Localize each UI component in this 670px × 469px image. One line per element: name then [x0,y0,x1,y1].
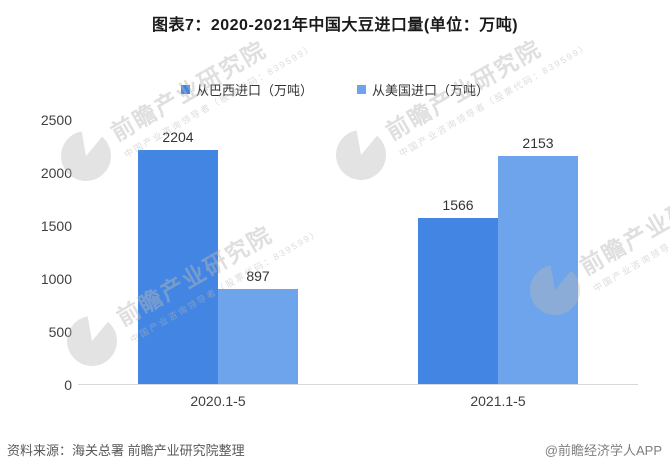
y-tick-label: 0 [64,377,72,393]
bar [138,150,218,384]
bar-group-2021.1-5: 1566 2153 [418,120,578,384]
bar-value-label: 2204 [162,129,194,145]
legend-swatch-icon [357,85,366,94]
bar-value-label: 1566 [442,197,474,213]
legend-item-0: 从巴西进口（万吨） [180,80,313,99]
x-tick-label: 2020.1-5 [190,393,246,409]
bar-value-label: 2153 [522,135,554,151]
y-tick-label: 1000 [40,271,72,287]
credit-note: @前瞻经济学人APP [544,443,662,458]
bar [218,289,298,384]
y-tick-label: 1500 [40,218,72,234]
legend-swatch-icon [180,85,190,94]
bar-value-label: 897 [246,268,270,284]
legend-label: 从巴西进口（万吨） [195,83,313,98]
legend: 从巴西进口（万吨） 从美国进口（万吨） [0,80,670,99]
legend-item-1: 从美国进口（万吨） [357,80,489,99]
plot-area: 2204 897 2020.1-5 1566 2153 2021.1-5 [78,120,638,409]
y-tick-label: 500 [48,324,72,340]
x-tick-label: 2021.1-5 [470,393,526,409]
legend-label: 从美国进口（万吨） [372,83,490,98]
y-tick-label: 2000 [40,165,72,181]
bar-group-2020.1-5: 2204 897 [138,120,298,384]
chart-title: 图表7：2020-2021年中国大豆进口量(单位：万吨) [151,17,519,34]
y-tick-label: 2500 [40,112,72,128]
bar [498,156,578,384]
source-note: 资料来源：海关总署 前瞻产业研究院整理 [7,443,245,458]
bar [418,218,498,384]
